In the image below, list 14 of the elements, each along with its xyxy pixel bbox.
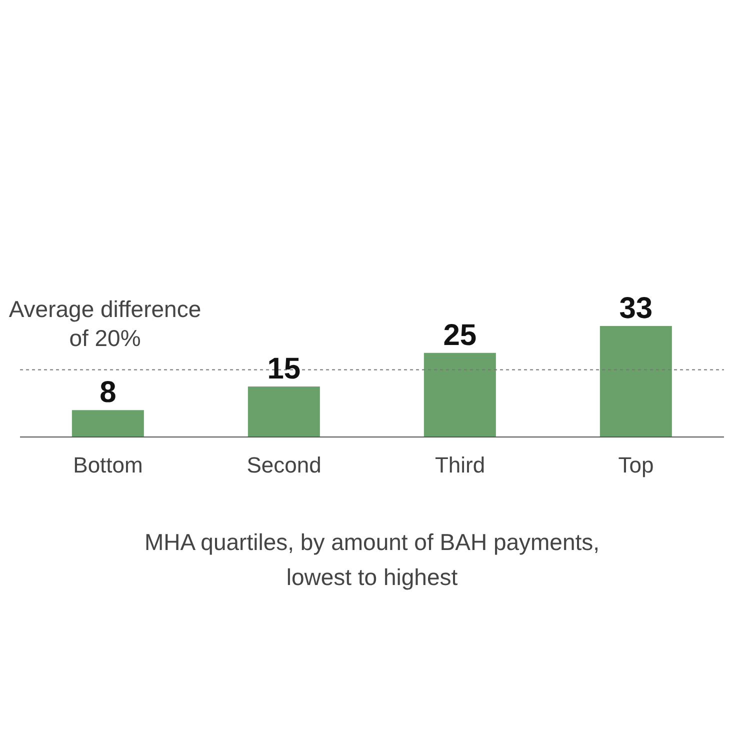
data-label: 25 — [443, 318, 477, 352]
data-label: 15 — [267, 352, 301, 386]
data-label: 8 — [100, 376, 116, 410]
ref-line-label: Average difference of 20% — [8, 294, 202, 353]
data-label: 33 — [619, 292, 653, 325]
x-axis-title: MHA quartiles, by amount of BAH payments, lowest to highest — [143, 528, 601, 592]
bar — [424, 352, 496, 437]
x-tick-label: Bottom — [73, 452, 143, 478]
bar — [72, 410, 144, 437]
x-tick-label: Second — [246, 452, 322, 478]
x-tick-label: Third — [434, 452, 486, 478]
x-tick-label: Top — [618, 452, 654, 478]
bar — [248, 386, 320, 437]
bar — [600, 326, 672, 437]
